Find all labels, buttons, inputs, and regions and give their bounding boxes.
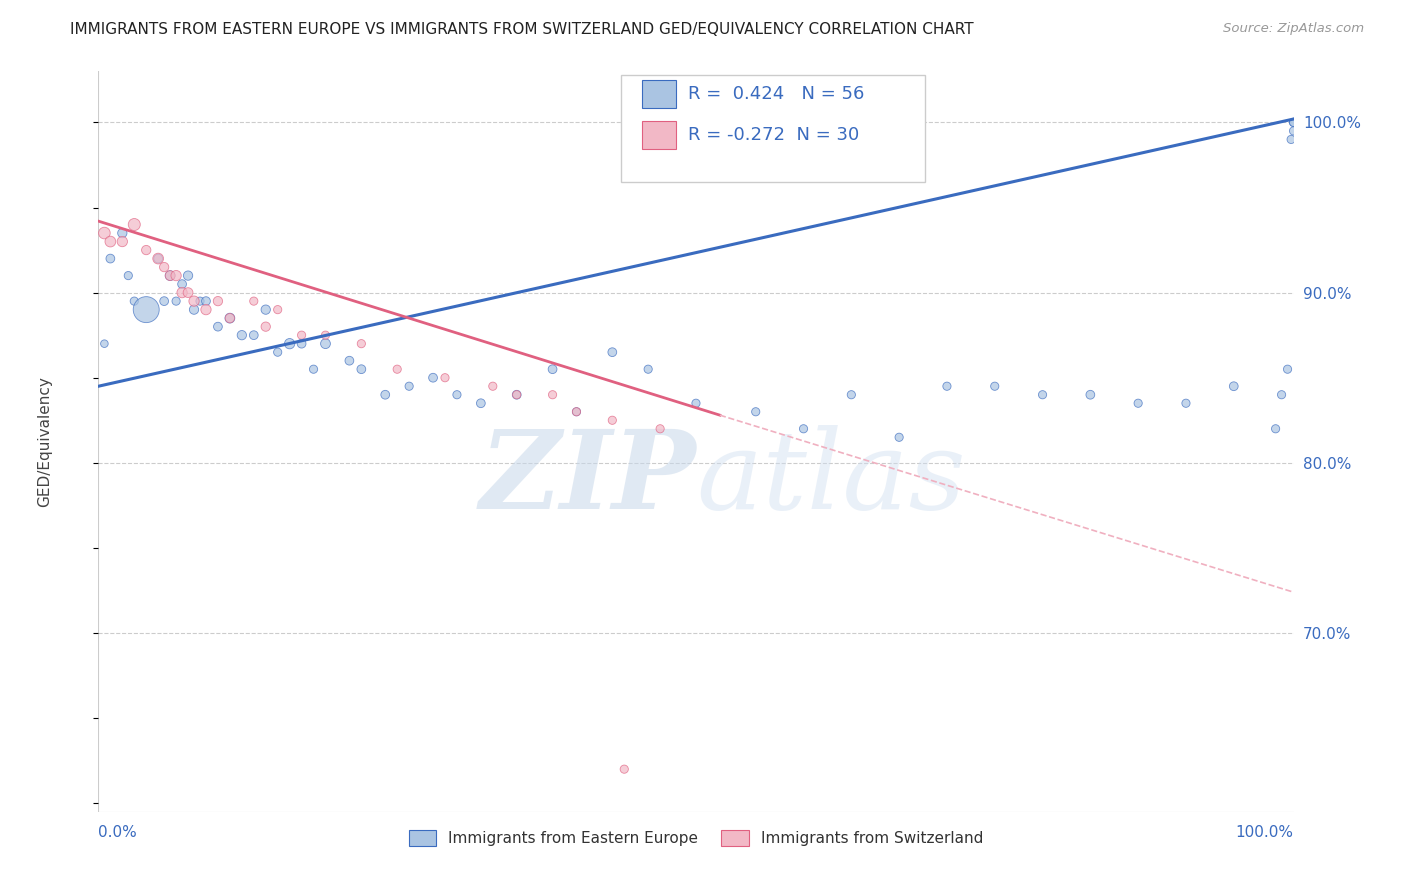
Point: [219, 311, 242, 326]
Point: [188, 294, 211, 309]
Point: [745, 405, 768, 419]
Text: atlas: atlas: [696, 425, 966, 533]
Point: [117, 268, 139, 283]
Text: 0.0%: 0.0%: [98, 825, 138, 840]
Point: [195, 294, 218, 309]
Point: [470, 396, 492, 410]
Point: [278, 336, 301, 351]
Point: [148, 252, 170, 266]
Point: [267, 302, 290, 317]
Point: [183, 294, 205, 309]
Point: [98, 252, 122, 266]
FancyBboxPatch shape: [643, 121, 676, 149]
Point: [207, 319, 229, 334]
Point: [793, 422, 815, 436]
Text: Source: ZipAtlas.com: Source: ZipAtlas.com: [1223, 22, 1364, 36]
Point: [398, 379, 420, 393]
Point: [613, 762, 636, 776]
Text: 100.0%: 100.0%: [1236, 825, 1294, 840]
Point: [685, 396, 707, 410]
Point: [1175, 396, 1198, 410]
Point: [135, 302, 157, 317]
Point: [243, 328, 266, 343]
Point: [422, 370, 444, 384]
Point: [374, 388, 396, 402]
Text: R = -0.272  N = 30: R = -0.272 N = 30: [688, 126, 859, 144]
Text: GED/Equivalency: GED/Equivalency: [37, 376, 52, 507]
Point: [1282, 115, 1305, 129]
Point: [385, 362, 409, 376]
Point: [565, 405, 588, 419]
Point: [98, 235, 122, 249]
Point: [446, 388, 468, 402]
Point: [637, 362, 659, 376]
Point: [936, 379, 959, 393]
Point: [1080, 388, 1102, 402]
Point: [350, 336, 373, 351]
Point: [207, 294, 229, 309]
Point: [165, 268, 187, 283]
Point: [153, 260, 176, 274]
Point: [111, 235, 134, 249]
Point: [111, 226, 134, 240]
Point: [231, 328, 253, 343]
FancyBboxPatch shape: [620, 75, 925, 183]
Point: [506, 388, 529, 402]
Point: [602, 345, 624, 359]
Point: [481, 379, 505, 393]
Text: IMMIGRANTS FROM EASTERN EUROPE VS IMMIGRANTS FROM SWITZERLAND GED/EQUIVALENCY CO: IMMIGRANTS FROM EASTERN EUROPE VS IMMIGR…: [70, 22, 974, 37]
Point: [183, 302, 205, 317]
Point: [267, 345, 290, 359]
Point: [1128, 396, 1150, 410]
Point: [1282, 124, 1305, 138]
Point: [172, 285, 194, 300]
Point: [984, 379, 1007, 393]
Point: [541, 388, 564, 402]
Point: [1282, 115, 1305, 129]
Point: [219, 311, 242, 326]
Point: [315, 328, 337, 343]
Text: R =  0.424   N = 56: R = 0.424 N = 56: [688, 86, 863, 103]
Point: [291, 336, 314, 351]
Point: [648, 422, 672, 436]
Point: [1277, 362, 1299, 376]
Point: [93, 226, 115, 240]
Point: [254, 319, 277, 334]
Point: [195, 302, 218, 317]
Point: [124, 294, 146, 309]
Point: [159, 268, 181, 283]
Legend: Immigrants from Eastern Europe, Immigrants from Switzerland: Immigrants from Eastern Europe, Immigran…: [402, 824, 990, 852]
Point: [291, 328, 314, 343]
Point: [434, 370, 457, 384]
Point: [1271, 388, 1294, 402]
Point: [159, 268, 181, 283]
Point: [339, 353, 361, 368]
Point: [177, 285, 200, 300]
Point: [1032, 388, 1054, 402]
Point: [177, 268, 200, 283]
Point: [172, 277, 194, 292]
Point: [148, 252, 170, 266]
FancyBboxPatch shape: [643, 80, 676, 109]
Text: ZIP: ZIP: [479, 425, 696, 533]
Point: [1279, 132, 1302, 146]
Point: [302, 362, 325, 376]
Point: [506, 388, 529, 402]
Point: [124, 218, 146, 232]
Point: [841, 388, 863, 402]
Point: [565, 405, 588, 419]
Point: [1264, 422, 1286, 436]
Point: [541, 362, 564, 376]
Point: [93, 336, 115, 351]
Point: [602, 413, 624, 427]
Point: [135, 243, 157, 257]
Point: [889, 430, 911, 444]
Point: [1223, 379, 1246, 393]
Point: [243, 294, 266, 309]
Point: [254, 302, 277, 317]
Point: [165, 294, 187, 309]
Point: [153, 294, 176, 309]
Point: [315, 336, 337, 351]
Point: [350, 362, 373, 376]
